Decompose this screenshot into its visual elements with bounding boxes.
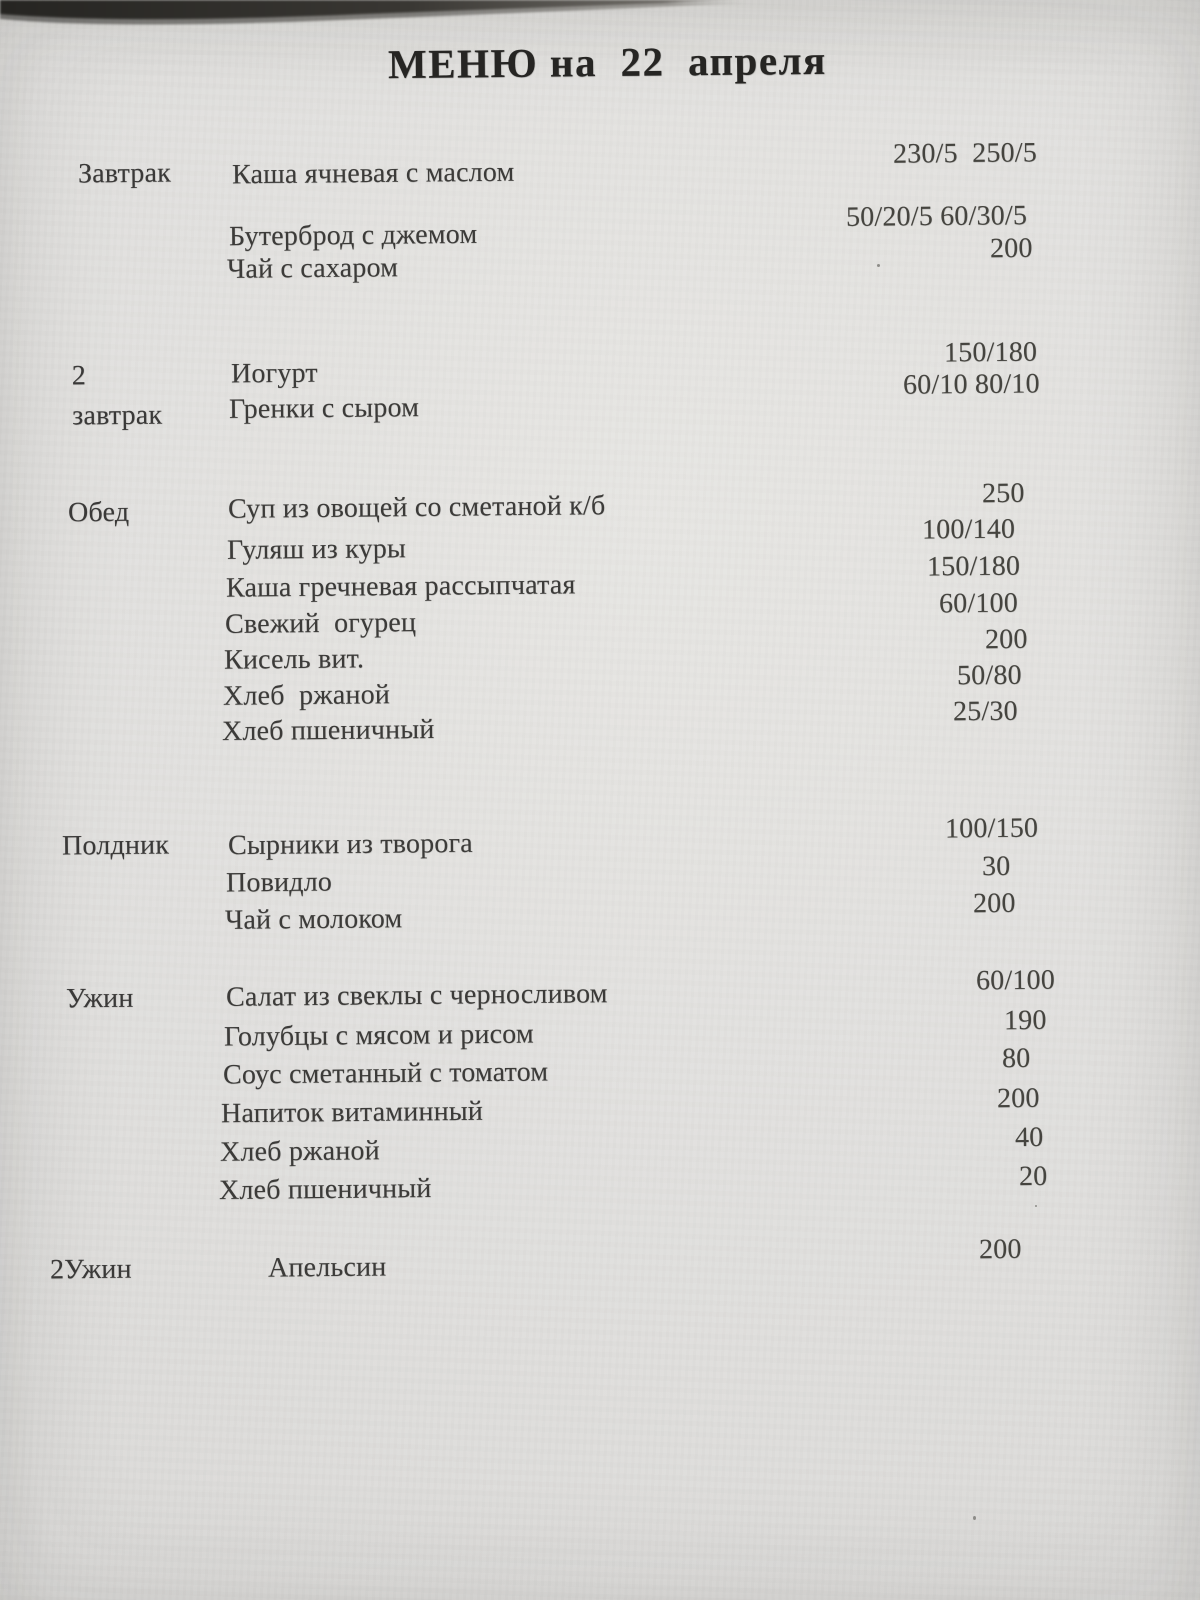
menu-item-name: Каша гречневая рассыпчатая bbox=[225, 569, 576, 604]
menu-item-name: Иогурт bbox=[230, 357, 318, 390]
menu-item-name: Суп из овощей со сметаной к/б bbox=[227, 490, 606, 525]
menu-item-name: Голубцы с мясом и рисом bbox=[223, 1018, 534, 1053]
menu-item-portion: 50/20/5 60/30/5 bbox=[845, 200, 1028, 233]
menu-item-name: Бутерброд с джемом bbox=[228, 218, 478, 253]
menu-item-name: Соус сметанный с томатом bbox=[222, 1056, 549, 1091]
paper-speck bbox=[1035, 1205, 1037, 1207]
menu-item-portion: 25/30 bbox=[953, 695, 1019, 728]
menu-item-portion: 80 bbox=[1001, 1042, 1031, 1075]
menu-item-portion: 100/140 bbox=[921, 513, 1016, 546]
menu-item-name: Салат из свеклы с черносливом bbox=[225, 978, 608, 1013]
menu-item-portion: 200 bbox=[973, 887, 1017, 920]
menu-item-portion: 30 bbox=[981, 850, 1011, 883]
menu-item-name: Кисель вит. bbox=[223, 643, 365, 676]
menu-item-name: Гуляш из куры bbox=[226, 533, 407, 566]
menu-item-name: Каша ячневая с маслом bbox=[231, 156, 515, 191]
menu-item-portion: 100/150 bbox=[944, 812, 1039, 845]
menu-item-name: Хлеб пшеничный bbox=[221, 713, 435, 748]
menu-item-name: Сырники из творога bbox=[227, 827, 474, 862]
menu-item-name: Хлеб пшеничный bbox=[218, 1172, 432, 1207]
menu-item-name: Хлеб ржаной bbox=[222, 679, 391, 712]
paper-top-edge-shadow bbox=[0, 0, 745, 25]
section-label-second-dinner: 2Ужин bbox=[49, 1253, 132, 1286]
menu-item-name: Хлеб ржаной bbox=[219, 1135, 380, 1168]
menu-item-portion: 200 bbox=[990, 232, 1034, 265]
paper-speck bbox=[877, 264, 880, 267]
menu-item-portion: 200 bbox=[985, 623, 1029, 656]
menu-item-portion: 250 bbox=[982, 477, 1026, 510]
menu-item-portion: 200 bbox=[997, 1082, 1041, 1115]
menu-item-portion: 190 bbox=[1004, 1004, 1048, 1037]
section-label-afternoon-snack: Полдник bbox=[61, 829, 170, 862]
menu-item-name: Напиток витаминный bbox=[220, 1095, 484, 1130]
menu-item-name: Чай с молоком bbox=[224, 903, 403, 936]
menu-item-portion: 60/100 bbox=[975, 964, 1056, 997]
section-label-dinner: Ужин bbox=[65, 982, 134, 1015]
menu-title: МЕНЮ на 22 апреля bbox=[387, 36, 827, 88]
section-label-lunch: Обед bbox=[67, 496, 130, 529]
menu-item-portion: 50/80 bbox=[957, 659, 1023, 692]
menu-item-name: Гренки с сыром bbox=[228, 392, 420, 425]
menu-item-portion: 230/5 250/5 bbox=[892, 137, 1038, 170]
menu-item-portion: 20 bbox=[1018, 1160, 1048, 1193]
menu-item-name: Апельсин bbox=[267, 1251, 387, 1284]
menu-item-portion: 150/180 bbox=[926, 550, 1021, 583]
section-label-second-breakfast: 2 завтрак bbox=[71, 360, 163, 432]
menu-item-portion: 40 bbox=[1014, 1121, 1044, 1154]
menu-item-portion: 60/10 80/10 bbox=[903, 368, 1041, 401]
menu-item-name: Повидло bbox=[225, 866, 333, 899]
section-label-breakfast: Завтрак bbox=[77, 157, 172, 190]
menu-item-name: Чай с сахаром bbox=[226, 252, 399, 285]
paper-speck bbox=[973, 1516, 976, 1520]
menu-item-portion: 60/100 bbox=[938, 587, 1019, 620]
menu-item-portion: 150/180 bbox=[943, 336, 1038, 369]
menu-item-portion: 200 bbox=[979, 1233, 1023, 1266]
menu-item-name: Свежий огурец bbox=[224, 607, 417, 640]
